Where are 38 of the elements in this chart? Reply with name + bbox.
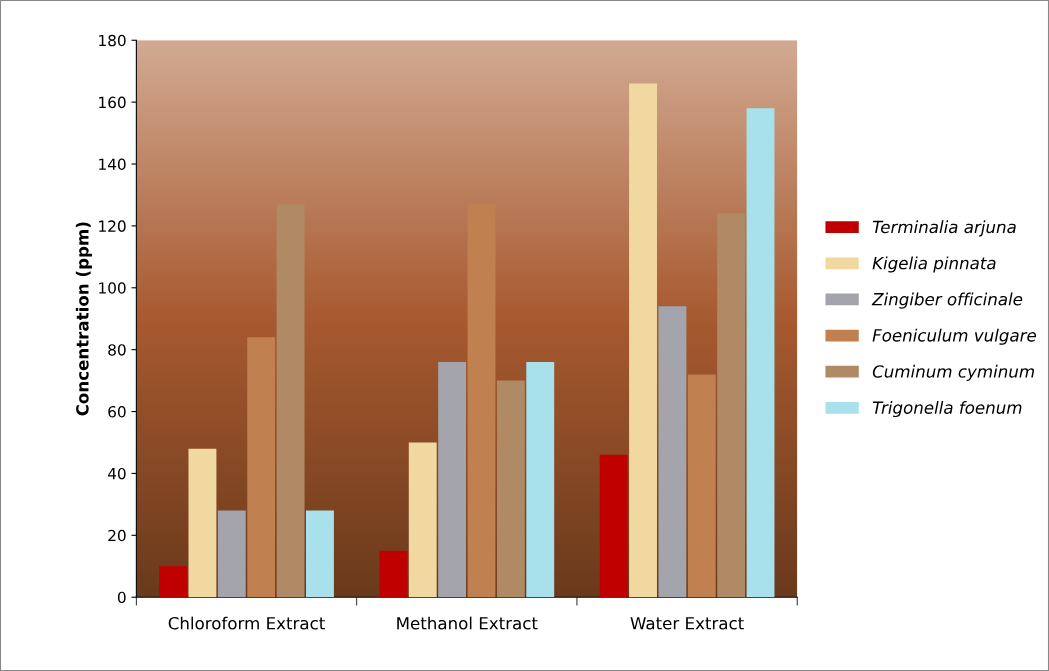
bar <box>467 204 496 598</box>
y-tick-label: 0 <box>117 591 126 604</box>
legend-label: Foeniculum vulgare <box>872 328 1037 345</box>
y-tick-label: 60 <box>108 406 126 418</box>
bar <box>687 374 716 598</box>
bar <box>629 83 657 598</box>
y-tick-label: 100 <box>99 282 126 294</box>
bar <box>496 380 525 598</box>
legend-label: Trigonella foenum <box>872 400 1022 418</box>
bar <box>526 362 555 598</box>
y-tick-label: 20 <box>108 529 126 542</box>
bar <box>408 442 437 598</box>
bar <box>188 448 217 598</box>
bar <box>276 204 305 598</box>
y-tick-label: 80 <box>108 344 126 356</box>
y-tick-label: 40 <box>107 467 126 480</box>
bar <box>599 454 628 598</box>
y-tick-label: 180 <box>99 34 126 47</box>
bar <box>717 213 746 598</box>
y-axis-title: Concentration (ppm) <box>75 222 92 416</box>
bar <box>379 550 408 598</box>
y-tick-label: 140 <box>99 158 126 171</box>
legend-label: Cuminum cyminum <box>872 364 1034 381</box>
bar <box>438 362 467 598</box>
y-tick-label: 160 <box>99 96 126 109</box>
y-tick-label: 120 <box>99 220 126 232</box>
bar <box>305 510 334 598</box>
legend-label: Zingiber officinale <box>871 292 1023 309</box>
legend-label: Terminalia arjuna <box>872 220 1016 237</box>
x-tick-label: Water Extract <box>630 617 744 630</box>
bar <box>217 510 246 598</box>
x-tick-label: Methanol Extract <box>397 616 538 630</box>
bar <box>746 108 775 598</box>
bar <box>247 337 276 598</box>
x-tick-label: Chloroform Extract <box>168 616 325 630</box>
bar <box>159 566 188 598</box>
legend-label: Kigelia pinnata <box>872 256 996 273</box>
bar <box>658 306 687 598</box>
